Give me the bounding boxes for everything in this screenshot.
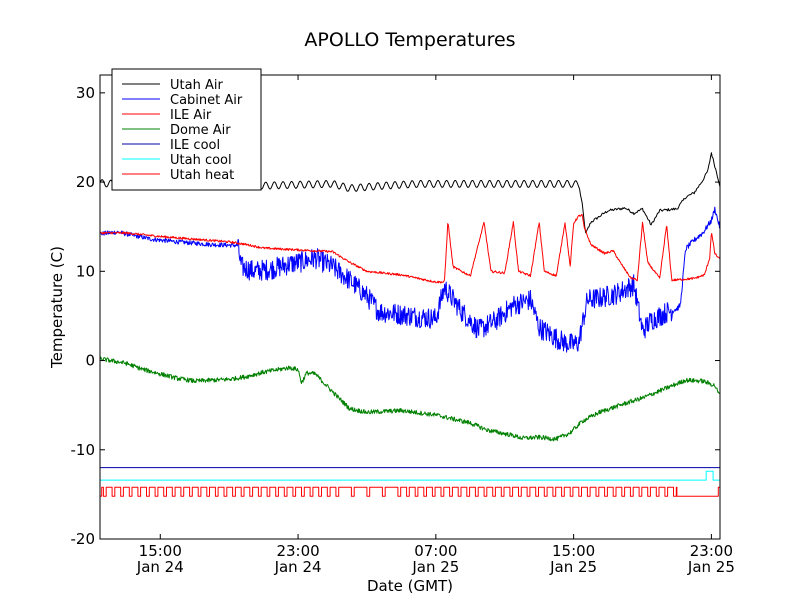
y-tick-label: 10 <box>76 262 95 280</box>
y-tick-label: 0 <box>85 352 95 370</box>
x-tick-date-label: Jan 24 <box>274 558 322 576</box>
x-axis-label: Date (GMT) <box>367 577 453 595</box>
x-tick-date-label: Jan 25 <box>687 558 735 576</box>
y-tick-label: 20 <box>76 173 95 191</box>
series-line-ile-air <box>99 213 720 284</box>
x-tick-time-label: 15:00 <box>139 542 182 560</box>
legend-label: Utah cool <box>170 153 232 168</box>
legend-label: Utah heat <box>170 168 234 183</box>
y-tick-label: -20 <box>71 530 96 548</box>
x-tick-time-label: 23:00 <box>690 542 733 560</box>
series-line-dome-air <box>99 356 720 442</box>
x-tick-date-label: Jan 25 <box>549 558 597 576</box>
y-tick-label: 30 <box>76 84 95 102</box>
x-tick-date-label: Jan 24 <box>136 558 184 576</box>
legend-label: Dome Air <box>170 123 231 138</box>
plot-frame <box>99 74 721 540</box>
series-line-utah-heat <box>100 486 720 497</box>
legend-label: Cabinet Air <box>170 93 243 108</box>
x-tick-time-label: 23:00 <box>276 542 319 560</box>
series-line-cabinet-air <box>99 206 720 353</box>
chart-title: APOLLO Temperatures <box>304 29 515 51</box>
x-tick-time-label: 07:00 <box>414 542 457 560</box>
legend-label: Utah Air <box>170 78 223 93</box>
series-line-utah-cool <box>100 470 720 481</box>
x-tick-date-label: Jan 25 <box>411 558 459 576</box>
legend-label: ILE cool <box>170 138 220 153</box>
legend-label: ILE Air <box>170 108 212 123</box>
x-tick-time-label: 15:00 <box>552 542 595 560</box>
y-axis-label: Temperature (C) <box>48 246 66 369</box>
y-tick-label: -10 <box>71 441 96 459</box>
